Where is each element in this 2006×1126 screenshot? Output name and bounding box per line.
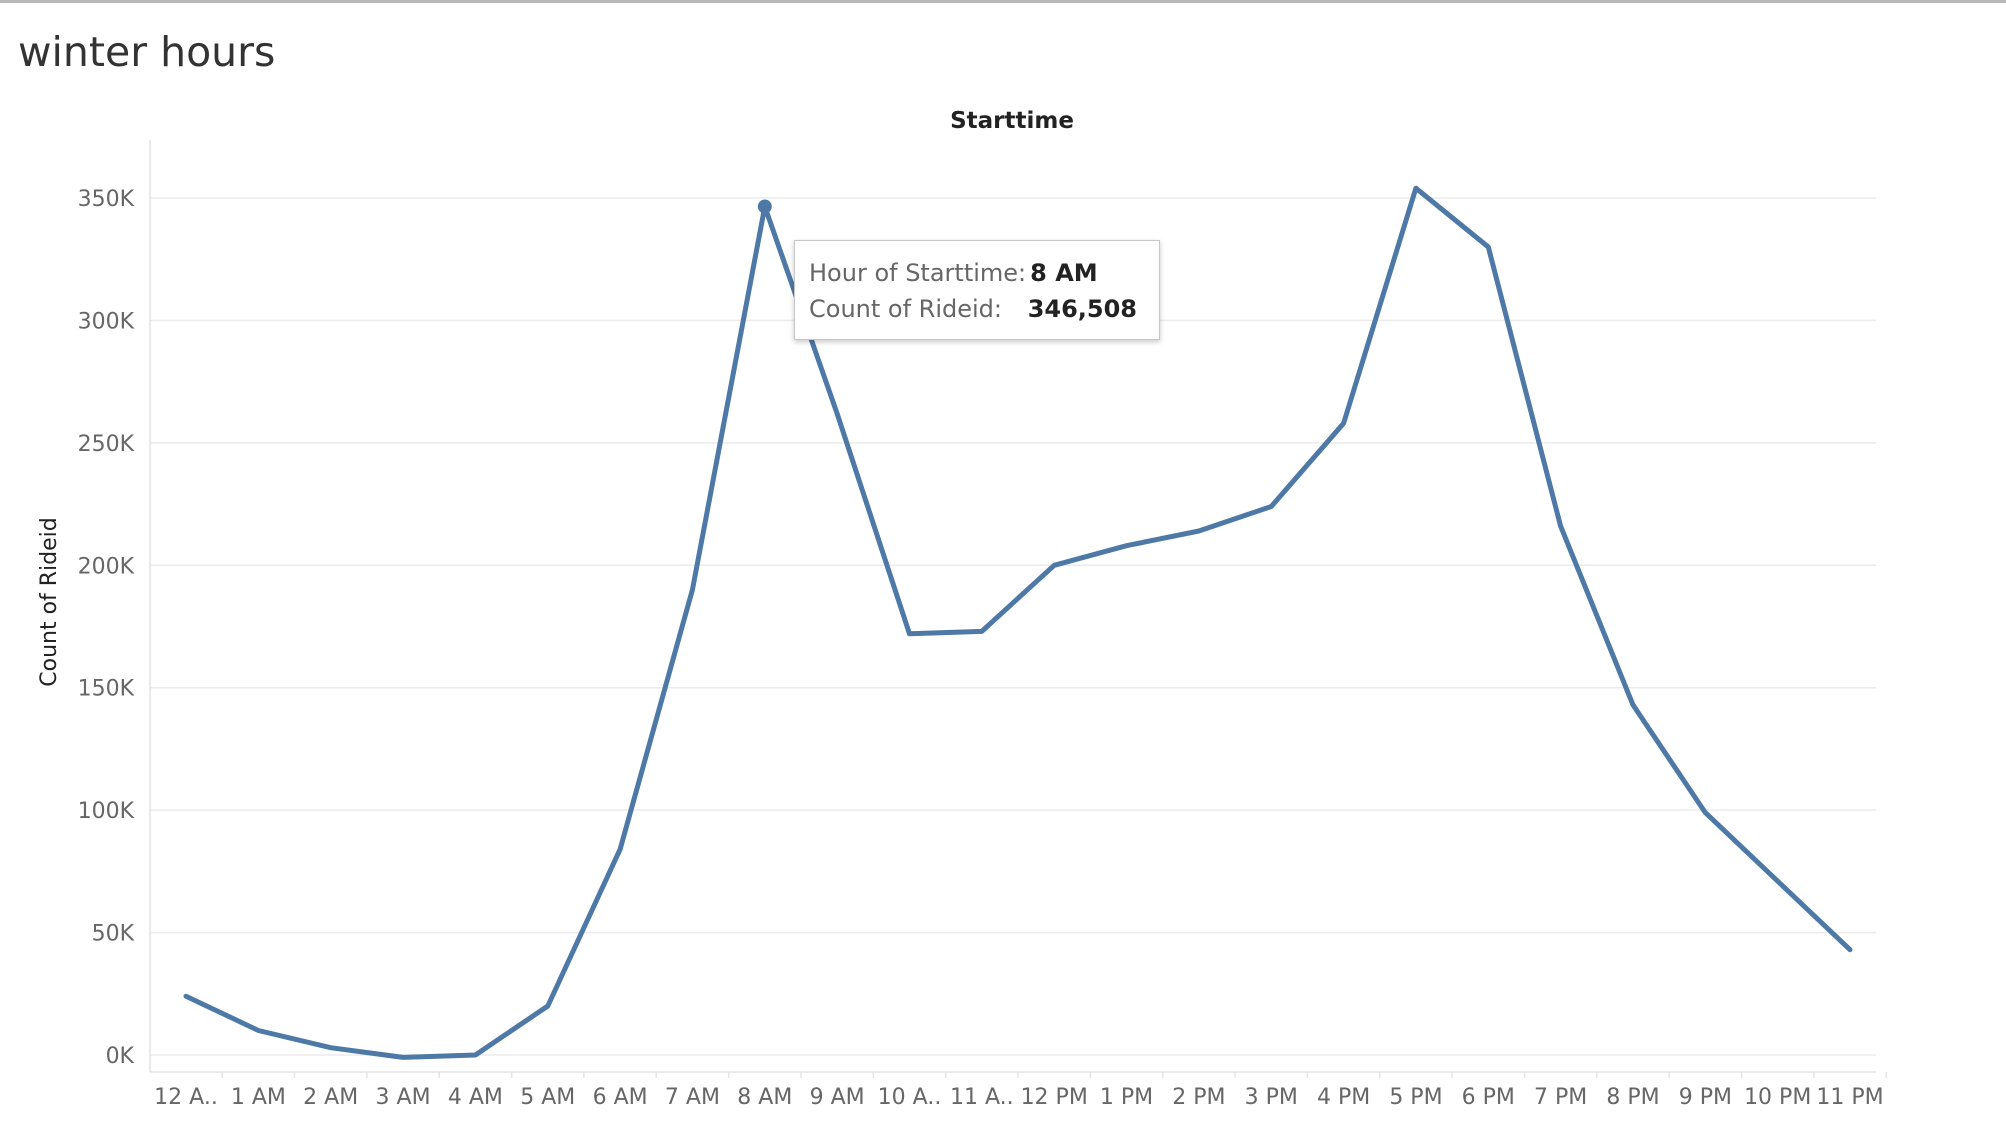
x-axis-ticks: 12 A.. 1 AM 2 AM 3 AM 4 AM 5 AM 6 AM 7 AM 8 AM 9 … xyxy=(154,1085,1883,1110)
x-tick-label: 8 AM xyxy=(737,1085,792,1110)
data-point[interactable] xyxy=(1844,944,1856,956)
data-point[interactable] xyxy=(831,407,843,419)
x-tick-label: 2 PM xyxy=(1172,1085,1225,1110)
x-tick-label: 11 PM xyxy=(1816,1085,1883,1110)
data-point[interactable] xyxy=(1772,875,1784,887)
data-point[interactable] xyxy=(1555,520,1567,532)
y-tick-label: 100K xyxy=(78,799,135,824)
tooltip-value-hour: 8 AM xyxy=(1030,259,1098,287)
y-tick-label: 0K xyxy=(106,1044,135,1069)
y-tick-label: 250K xyxy=(78,432,135,457)
x-tick-label: 7 AM xyxy=(665,1085,720,1110)
data-point[interactable] xyxy=(325,1042,337,1054)
y-axis-title: Count of Rideid xyxy=(37,517,62,687)
data-point[interactable] xyxy=(1482,241,1494,253)
data-point[interactable] xyxy=(976,625,988,637)
x-tick-label: 1 PM xyxy=(1100,1085,1153,1110)
series-line[interactable] xyxy=(183,185,1853,1060)
data-point[interactable] xyxy=(1193,525,1205,537)
tooltip: Hour of Starttime: 8 AM Count of Rideid: … xyxy=(794,240,1160,340)
x-tick-label: 12 A.. xyxy=(154,1085,218,1110)
x-tick-label: 10 A.. xyxy=(878,1085,942,1110)
data-point[interactable] xyxy=(1410,182,1422,194)
x-tick-label: 6 AM xyxy=(593,1085,648,1110)
x-tick-label: 6 PM xyxy=(1462,1085,1515,1110)
data-point[interactable] xyxy=(252,1025,264,1037)
top-border xyxy=(0,0,2006,3)
data-point[interactable] xyxy=(180,990,192,1002)
data-point[interactable] xyxy=(1627,699,1639,711)
x-tick-label: 5 AM xyxy=(520,1085,575,1110)
tooltip-label-hour: Hour of Starttime: xyxy=(809,259,1027,287)
x-tick-label: 5 PM xyxy=(1389,1085,1442,1110)
data-point[interactable] xyxy=(904,628,916,640)
data-point[interactable] xyxy=(1699,807,1711,819)
sheet-title: winter hours xyxy=(18,28,276,76)
y-tick-label: 300K xyxy=(78,309,135,334)
y-tick-label: 350K xyxy=(78,187,135,212)
data-point[interactable] xyxy=(1121,540,1133,552)
x-tick-label: 2 AM xyxy=(303,1085,358,1110)
x-tick-label: 3 PM xyxy=(1245,1085,1298,1110)
series-layer xyxy=(180,182,1856,1063)
y-tick-label: 200K xyxy=(78,554,135,579)
data-point[interactable] xyxy=(686,584,698,596)
tooltip-row-count: Count of Rideid: xyxy=(809,295,1002,323)
x-tick-label: 4 PM xyxy=(1317,1085,1370,1110)
x-tick-label: 1 AM xyxy=(231,1085,286,1110)
tooltip-row-hour: Hour of Starttime: 8 AM xyxy=(809,259,1098,287)
y-tick-label: 150K xyxy=(78,677,135,702)
x-tick-label: 12 PM xyxy=(1021,1085,1088,1110)
x-tick-label: 9 AM xyxy=(810,1085,865,1110)
data-point[interactable] xyxy=(542,1000,554,1012)
data-point[interactable] xyxy=(614,843,626,855)
data-point[interactable] xyxy=(1338,417,1350,429)
data-point[interactable] xyxy=(397,1051,409,1063)
x-tick-label: 3 AM xyxy=(376,1085,431,1110)
column-header-title: Starttime xyxy=(950,108,1074,134)
tooltip-value-count: 346,508 xyxy=(1027,295,1137,323)
y-axis-ticks: 0K 50K 100K 150K 200K 250K 300K 350K xyxy=(78,187,135,1069)
data-point[interactable] xyxy=(469,1049,481,1061)
y-tick-label: 50K xyxy=(92,922,135,947)
highlighted-data-point[interactable] xyxy=(757,199,772,214)
x-tick-label: 4 AM xyxy=(448,1085,503,1110)
x-tick-label: 9 PM xyxy=(1679,1085,1732,1110)
data-point[interactable] xyxy=(1265,501,1277,513)
x-tick-label: 10 PM xyxy=(1744,1085,1811,1110)
x-tick-label: 8 PM xyxy=(1606,1085,1659,1110)
x-tick-label: 7 PM xyxy=(1534,1085,1587,1110)
tooltip-label-count: Count of Rideid: xyxy=(809,295,1002,323)
x-tick-label: 11 A.. xyxy=(950,1085,1014,1110)
data-point[interactable] xyxy=(1048,559,1060,571)
